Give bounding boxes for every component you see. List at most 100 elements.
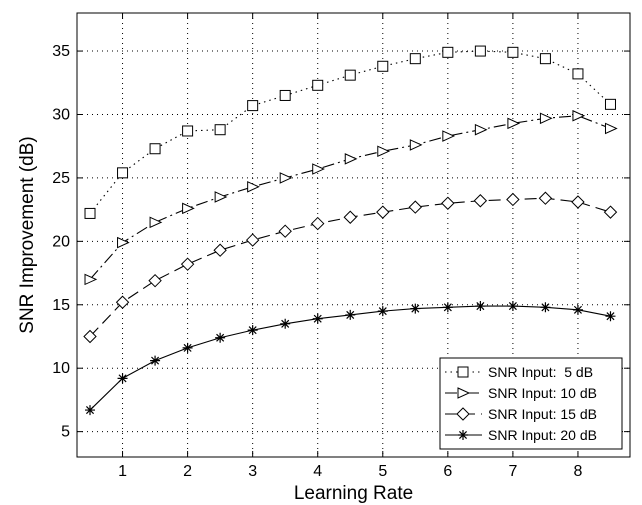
x-tick-label: 8 <box>573 463 582 480</box>
data-point <box>149 216 163 229</box>
data-point <box>475 301 486 312</box>
x-tick-label: 6 <box>443 463 452 480</box>
legend-label: SNR Input: 20 dB <box>488 427 597 443</box>
plot-border <box>76 12 631 458</box>
data-point <box>180 257 195 271</box>
data-point <box>312 79 324 91</box>
series-1 <box>84 45 616 219</box>
y-tick-label: 20 <box>52 233 70 250</box>
legend-label: SNR Input: 10 dB <box>488 385 597 401</box>
data-point <box>409 53 421 65</box>
legend-box <box>439 357 623 450</box>
series-3 <box>83 191 618 344</box>
data-point <box>148 273 162 288</box>
data-point <box>115 295 130 309</box>
data-point <box>572 68 584 80</box>
data-point <box>507 46 519 58</box>
data-point <box>539 53 551 65</box>
data-point <box>84 207 96 219</box>
data-point <box>312 313 323 324</box>
data-point <box>571 195 585 209</box>
legend-entry: SNR Input: 15 dB <box>445 406 597 422</box>
axis-ticks: 1 2 3 4 5 6 7 8 5 10 15 20 25 30 35 <box>52 13 630 480</box>
data-point <box>408 200 423 214</box>
data-point <box>344 69 356 81</box>
y-tick-label: 30 <box>52 106 70 123</box>
data-point <box>604 98 616 110</box>
data-point <box>377 60 389 72</box>
data-point <box>149 143 161 155</box>
data-point <box>245 233 260 247</box>
data-point <box>213 243 227 257</box>
data-point <box>312 163 325 175</box>
data-point <box>83 329 97 344</box>
plot-frame <box>76 12 631 458</box>
legend-label: SNR Input: 5 dB <box>488 364 593 380</box>
data-point <box>376 205 390 219</box>
data-point <box>343 210 357 224</box>
data-point <box>377 306 388 317</box>
data-point <box>538 191 553 205</box>
data-point <box>117 236 130 249</box>
legend-entry: SNR Input: 10 dB <box>445 385 597 401</box>
series-layer <box>83 45 618 416</box>
legend: SNR Input: 5 dB SNR Input: 10 dB SNR Input… <box>439 357 623 450</box>
data-point <box>473 194 488 208</box>
data-point <box>278 224 292 238</box>
data-point <box>605 311 616 322</box>
data-point <box>214 191 228 203</box>
data-point <box>344 153 358 165</box>
data-point <box>84 273 98 286</box>
data-point <box>311 216 325 231</box>
y-tick-label: 10 <box>52 360 70 377</box>
x-axis-label: Learning Rate <box>294 483 413 504</box>
data-point <box>506 192 520 207</box>
x-tick-label: 1 <box>118 463 127 480</box>
data-point <box>182 342 193 353</box>
x-tick-label: 4 <box>313 463 322 480</box>
y-axis-label: SNR Improvement (dB) <box>17 136 38 333</box>
x-tick-label: 7 <box>508 463 517 480</box>
data-point <box>377 145 390 158</box>
series-2 <box>84 109 618 286</box>
data-point <box>117 373 128 384</box>
data-point <box>215 332 226 343</box>
data-point <box>604 122 618 135</box>
legend-marker <box>457 366 469 378</box>
data-point <box>280 318 291 329</box>
data-point <box>539 112 553 125</box>
data-point <box>214 124 226 136</box>
data-point <box>442 130 456 142</box>
data-point <box>247 100 259 112</box>
data-point <box>474 123 488 136</box>
data-point <box>182 125 194 137</box>
data-point <box>410 303 421 314</box>
data-point <box>279 89 291 101</box>
data-point <box>572 109 586 122</box>
data-point <box>474 45 486 57</box>
data-point <box>507 301 518 312</box>
data-point <box>182 202 195 215</box>
data-point <box>507 117 521 130</box>
y-tick-label: 35 <box>52 43 70 60</box>
data-point <box>150 355 161 366</box>
legend-marker <box>456 407 470 421</box>
x-tick-label: 5 <box>378 463 387 480</box>
series-line <box>89 115 611 280</box>
data-point <box>572 304 583 315</box>
data-point <box>247 325 258 336</box>
y-tick-label: 25 <box>52 170 70 187</box>
data-point <box>603 205 618 219</box>
data-point <box>441 196 455 210</box>
data-point <box>85 405 96 416</box>
data-point <box>442 302 453 313</box>
data-point <box>117 167 129 179</box>
data-point <box>345 309 356 320</box>
legend-entry: SNR Input: 5 dB <box>445 364 593 380</box>
y-tick-label: 15 <box>52 297 70 314</box>
data-point <box>442 46 454 58</box>
data-point <box>279 172 293 184</box>
data-point <box>247 181 260 193</box>
